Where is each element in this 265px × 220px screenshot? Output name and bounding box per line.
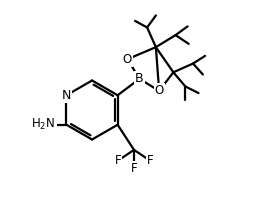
Text: O: O bbox=[154, 84, 164, 97]
Text: H$_2$N: H$_2$N bbox=[32, 117, 56, 132]
Text: O: O bbox=[123, 53, 132, 66]
Text: F: F bbox=[147, 154, 153, 167]
Text: B: B bbox=[135, 72, 144, 85]
Text: F: F bbox=[131, 162, 137, 175]
Text: F: F bbox=[115, 154, 122, 167]
Text: N: N bbox=[62, 89, 71, 102]
